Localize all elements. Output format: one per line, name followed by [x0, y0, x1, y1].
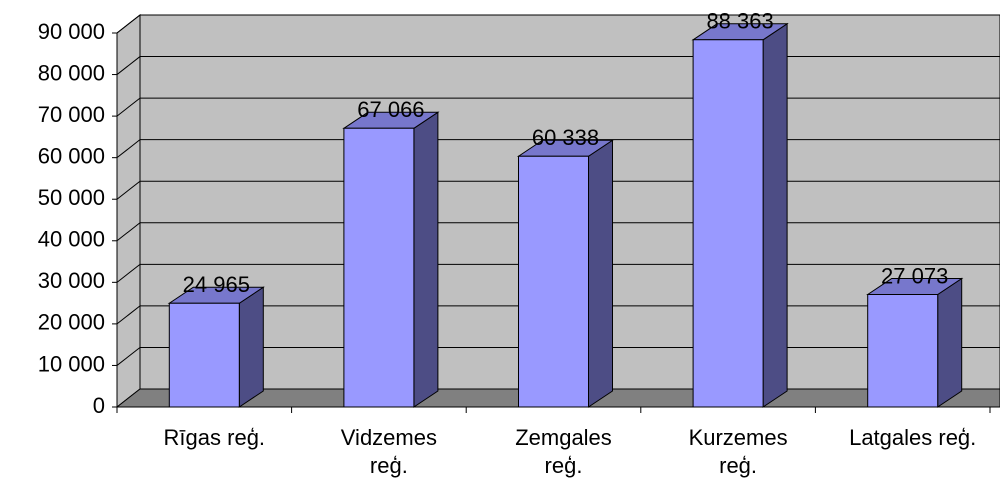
bar-front [867, 293, 939, 408]
value-label: 27 073 [881, 263, 948, 288]
y-tick-label: 60 000 [38, 143, 105, 168]
bar-side [413, 111, 439, 408]
y-tick-label: 40 000 [38, 227, 105, 252]
y-tick-label: 0 [93, 393, 105, 418]
value-label: 60 338 [532, 125, 599, 150]
grid-line [116, 14, 1000, 34]
x-tick-label: Rīgas reģ. [163, 425, 266, 450]
y-tick-label: 20 000 [38, 310, 105, 335]
x-tick-label: Latgales reģ. [849, 425, 977, 450]
bar [866, 277, 964, 408]
y-tick-label: 10 000 [38, 351, 105, 376]
bar-front [692, 39, 764, 408]
side-wall [116, 13, 141, 409]
bar-side [937, 277, 963, 408]
y-tick-label: 30 000 [38, 268, 105, 293]
x-tick-label: Kurzemes reģ. [688, 425, 788, 478]
y-tick-label: 90 000 [38, 19, 105, 44]
bar-side [762, 22, 788, 408]
bar-side [238, 286, 264, 408]
bar-front [518, 155, 589, 408]
y-tick-label: 70 000 [38, 102, 105, 127]
x-tick-label: Zemgales reģ. [515, 425, 612, 478]
bar-front [168, 302, 240, 408]
value-label: 67 066 [357, 97, 424, 122]
bar-side [588, 139, 613, 408]
value-label: 88 363 [706, 9, 773, 34]
value-label: 24 965 [183, 272, 250, 297]
y-tick-label: 80 000 [38, 60, 105, 85]
bar-front [343, 127, 415, 408]
bar [167, 286, 265, 408]
bar [516, 139, 615, 408]
y-tick-label: 50 000 [38, 185, 105, 210]
bar [342, 111, 440, 408]
x-tick-label: Vidzemes reģ. [340, 425, 437, 478]
bar [691, 22, 789, 408]
